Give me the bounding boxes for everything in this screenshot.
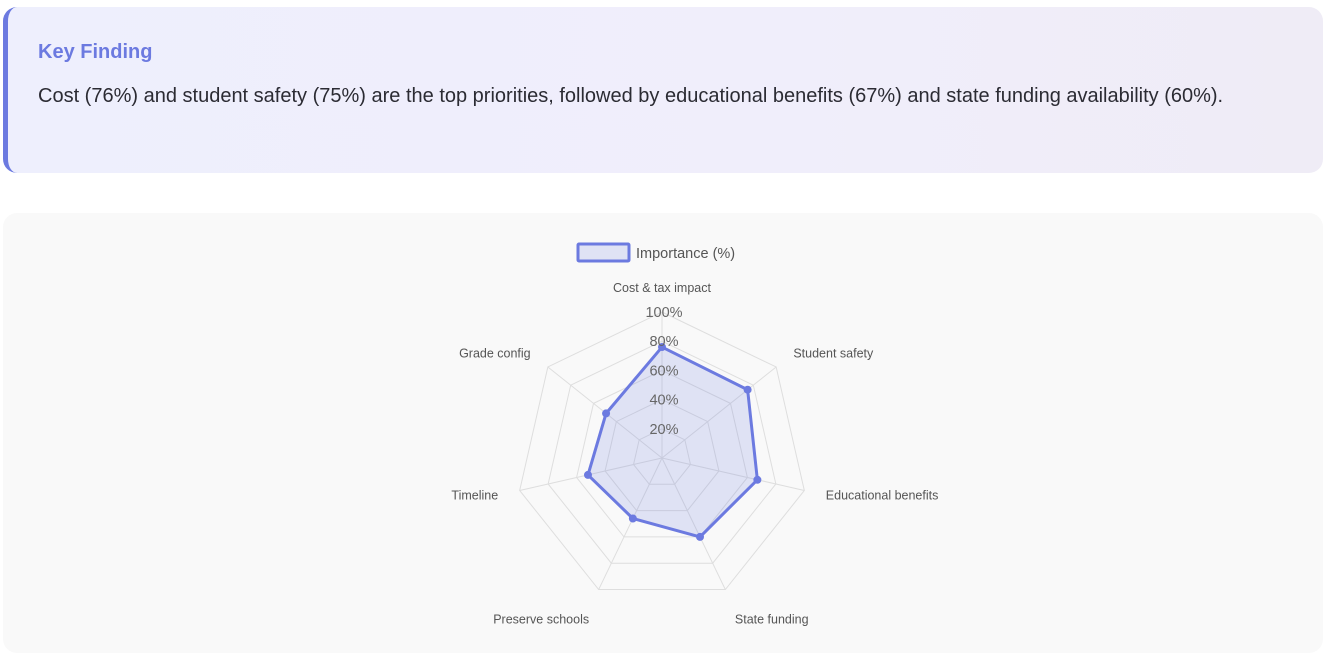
radar-point[interactable] <box>628 514 637 523</box>
chart-legend[interactable]: Importance (%) <box>576 242 735 263</box>
radar-tick-label: 20% <box>649 422 678 438</box>
radar-tick-labels: 20% 40% 60% 80% 100% <box>645 305 682 438</box>
radar-category-label: Student safety <box>793 346 874 360</box>
radar-category-labels: Cost & tax impact Student safety Education… <box>451 281 938 626</box>
legend-label: Importance (%) <box>636 246 735 262</box>
radar-point[interactable] <box>696 532 705 541</box>
radar-grid-ring <box>519 311 805 591</box>
radar-point[interactable] <box>658 343 666 352</box>
radar-spoke <box>661 457 726 590</box>
radar-series-area <box>586 345 759 539</box>
chart-card: Importance (%) 20% 40% 60% 80% 100% Cost & t… <box>3 213 1323 653</box>
radar-tick-label: 80% <box>649 334 678 350</box>
radar-grid <box>519 311 805 591</box>
radar-category-label: Cost & tax impact <box>613 281 711 295</box>
radar-point[interactable] <box>602 409 611 418</box>
radar-point[interactable] <box>583 470 592 479</box>
radar-grid-ring <box>547 340 777 564</box>
radar-spoke <box>661 457 805 491</box>
radar-category-label: Educational benefits <box>826 488 939 502</box>
radar-grid-ring <box>604 399 720 512</box>
radar-chart: Importance (%) 20% 40% 60% 80% 100% Cost & t… <box>451 242 938 626</box>
radar-point[interactable] <box>743 385 752 394</box>
radar-tick-label: 100% <box>645 305 682 321</box>
radar-grid-ring <box>576 369 748 538</box>
radar-spoke <box>661 366 777 459</box>
key-finding-text: Cost (76%) and student safety (75%) are … <box>38 85 1224 107</box>
radar-category-label: Preserve schools <box>493 612 589 626</box>
radar-grid-ring <box>632 428 692 485</box>
radar-category-label: Grade config <box>459 346 531 360</box>
legend-swatch <box>576 242 631 263</box>
radar-tick-label: 60% <box>649 363 678 379</box>
radar-category-label: State funding <box>735 612 809 626</box>
radar-point[interactable] <box>753 475 762 484</box>
key-finding-card: Key Finding Cost (76%) and student safet… <box>3 7 1323 173</box>
radar-tick-label: 40% <box>649 393 678 409</box>
radar-series <box>583 343 762 541</box>
radar-spoke <box>598 457 663 590</box>
key-finding-title: Key Finding <box>38 41 153 63</box>
radar-category-label: Timeline <box>451 488 498 502</box>
